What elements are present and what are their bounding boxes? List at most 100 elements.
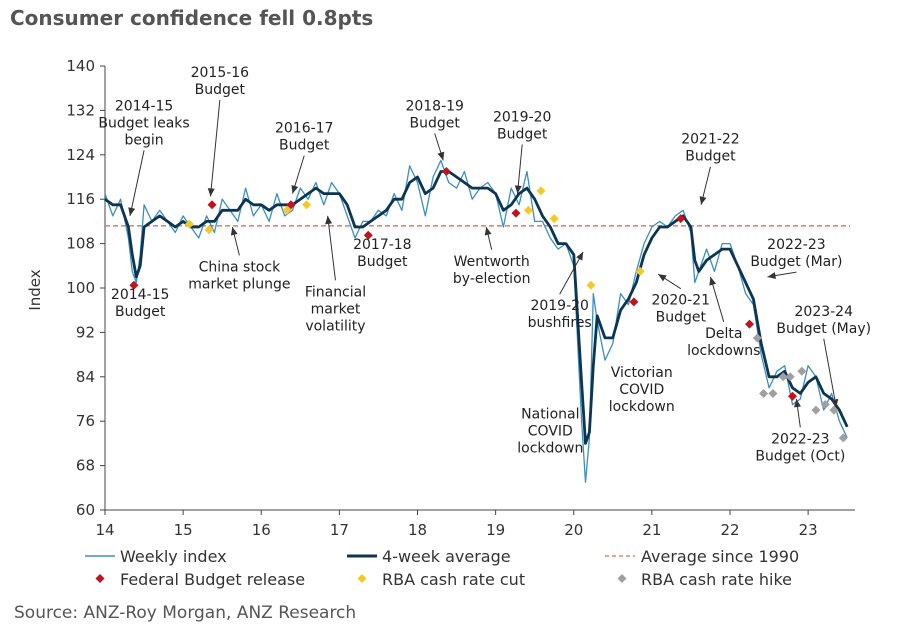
rba-hike-marker xyxy=(811,405,821,415)
annotation-arrowhead xyxy=(437,151,445,161)
legend-swatch-budget xyxy=(95,574,105,583)
budget-marker xyxy=(286,200,296,210)
budget-marker xyxy=(207,200,217,210)
x-tick-label: 15 xyxy=(174,521,193,539)
rba-cut-marker xyxy=(549,214,559,224)
rba-hike-marker xyxy=(797,366,807,376)
annotation-text: Budget xyxy=(410,115,461,131)
annotation-text: 2018-19 xyxy=(405,98,464,114)
y-tick-label: 100 xyxy=(66,279,95,297)
annotation-arrowhead xyxy=(699,196,707,205)
legend-item-4week: 4-week average xyxy=(347,547,511,566)
rba-hike-marker xyxy=(785,372,795,382)
budget-marker xyxy=(676,214,686,224)
annotation-text: COVID xyxy=(619,382,664,398)
markers-group xyxy=(129,166,848,443)
rba-hike-marker xyxy=(838,433,848,443)
x-tick-label: 14 xyxy=(95,521,114,539)
budget-marker xyxy=(129,280,139,290)
annotation-text: bushfires xyxy=(528,315,592,331)
x-tick-label: 17 xyxy=(330,521,349,539)
annotation-arrow xyxy=(209,100,221,197)
legend-item-average: Average since 1990 xyxy=(605,547,799,566)
annotation-text: market plunge xyxy=(188,276,290,292)
y-tick-label: 132 xyxy=(66,101,95,119)
rba-hike-marker xyxy=(778,372,788,382)
annotation-text: COVID xyxy=(528,423,573,439)
legend-label-average: Average since 1990 xyxy=(641,547,799,566)
annotation-arrow xyxy=(517,144,523,194)
annotation-text: Budget xyxy=(497,127,548,143)
annotation-arrowhead xyxy=(576,251,584,261)
annotation-text: 2019-20 xyxy=(530,298,589,314)
legend-label-weekly: Weekly index xyxy=(120,547,227,566)
annotation-text: Victorian xyxy=(611,365,673,381)
x-tick-label: 18 xyxy=(408,521,427,539)
legend-label-hike: RBA cash rate hike xyxy=(641,570,792,589)
annotation-arrow xyxy=(327,215,336,281)
annotation-text: lockdown xyxy=(517,440,583,456)
annotation-text: Budget (Mar) xyxy=(750,254,842,270)
annotation-text: 2014-15 xyxy=(115,98,174,114)
rba-cut-marker xyxy=(635,266,645,276)
four-week-average-line xyxy=(104,170,849,445)
y-tick-label: 68 xyxy=(76,457,95,475)
y-tick-label: 84 xyxy=(76,368,95,386)
annotation-arrowhead xyxy=(831,398,839,408)
rba-cut-marker xyxy=(523,205,533,215)
x-tick-label: 19 xyxy=(486,521,505,539)
y-tick-label: 116 xyxy=(66,190,95,208)
annotation-text: 2019-20 xyxy=(493,110,552,126)
legend-label-budget: Federal Budget release xyxy=(120,570,305,589)
legend-item-weekly: Weekly index xyxy=(85,547,227,566)
annotation-text: begin xyxy=(124,132,163,148)
annotation-text: 2014-15 xyxy=(111,287,170,303)
y-tick-label: 92 xyxy=(76,323,95,341)
annotation-arrow xyxy=(129,150,145,216)
annotation-arrow xyxy=(823,338,837,408)
annotation-text: lockdowns xyxy=(687,343,760,359)
legend: Weekly index 4-week average Average sinc… xyxy=(85,547,799,589)
budget-marker xyxy=(629,297,639,307)
annotation-text: Budget (Oct) xyxy=(755,448,845,464)
annotation-text: Budget xyxy=(685,149,736,165)
annotation-arrow xyxy=(559,251,584,295)
annotation-text: 2020-21 xyxy=(652,293,711,309)
x-tick-label: 23 xyxy=(799,521,818,539)
legend-label-cut: RBA cash rate cut xyxy=(382,570,525,589)
legend-swatch-hike xyxy=(617,574,627,583)
y-tick-label: 124 xyxy=(66,146,95,164)
rba-hike-marker xyxy=(768,388,778,398)
annotation-text: Wentworth xyxy=(454,254,530,270)
rba-cut-marker xyxy=(204,225,214,235)
budget-marker xyxy=(745,319,755,329)
annotation-arrowhead xyxy=(207,188,215,197)
x-tick-label: 16 xyxy=(252,521,271,539)
annotation-text: 2022-23 xyxy=(767,237,826,253)
annotation-text: Financial xyxy=(305,284,366,300)
annotation-text: Delta xyxy=(705,326,742,342)
budget-marker xyxy=(441,166,451,176)
annotation-arrowhead xyxy=(709,276,717,286)
annotation-text: volatility xyxy=(305,318,365,334)
x-tick-label: 21 xyxy=(642,521,661,539)
annotation-arrowhead xyxy=(230,226,238,236)
source-note: Source: ANZ-Roy Morgan, ANZ Research xyxy=(14,603,357,623)
annotation-arrowhead xyxy=(325,215,333,225)
legend-item-budget: Federal Budget release xyxy=(95,570,305,589)
